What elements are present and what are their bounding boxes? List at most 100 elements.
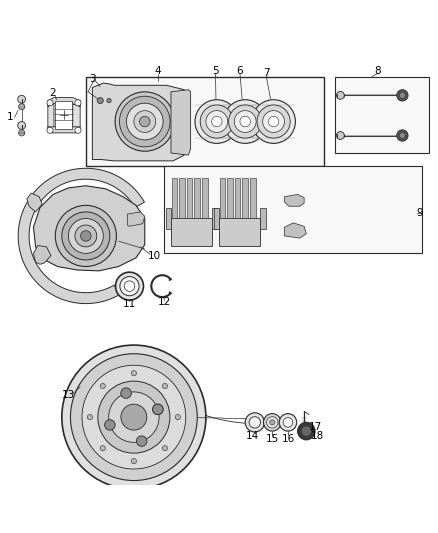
Circle shape bbox=[136, 436, 147, 446]
Polygon shape bbox=[214, 208, 219, 229]
Circle shape bbox=[301, 426, 311, 437]
Circle shape bbox=[120, 277, 139, 296]
Bar bbox=[86, 77, 324, 166]
Circle shape bbox=[18, 95, 25, 103]
Text: 11: 11 bbox=[123, 298, 136, 309]
Circle shape bbox=[397, 130, 408, 141]
Circle shape bbox=[263, 111, 285, 133]
Circle shape bbox=[279, 414, 297, 431]
Circle shape bbox=[283, 417, 293, 427]
Circle shape bbox=[336, 132, 344, 140]
Polygon shape bbox=[179, 178, 185, 219]
Circle shape bbox=[162, 446, 168, 451]
Circle shape bbox=[267, 417, 278, 428]
Circle shape bbox=[109, 392, 159, 442]
Polygon shape bbox=[73, 101, 80, 131]
Circle shape bbox=[152, 404, 163, 415]
Circle shape bbox=[121, 388, 131, 398]
Circle shape bbox=[397, 90, 408, 101]
Text: 1: 1 bbox=[7, 112, 14, 122]
Polygon shape bbox=[48, 101, 54, 131]
Circle shape bbox=[87, 415, 92, 420]
Circle shape bbox=[55, 205, 117, 266]
Circle shape bbox=[97, 98, 103, 103]
Circle shape bbox=[47, 127, 53, 133]
Circle shape bbox=[127, 103, 163, 140]
Polygon shape bbox=[48, 127, 80, 133]
Bar bbox=[55, 101, 72, 129]
Polygon shape bbox=[33, 185, 145, 271]
Text: 17: 17 bbox=[308, 422, 321, 432]
Circle shape bbox=[18, 103, 25, 110]
Circle shape bbox=[18, 122, 25, 130]
Polygon shape bbox=[285, 195, 304, 206]
Circle shape bbox=[100, 383, 106, 389]
Circle shape bbox=[336, 92, 344, 99]
Polygon shape bbox=[18, 168, 145, 304]
Circle shape bbox=[75, 225, 97, 247]
Circle shape bbox=[195, 100, 239, 143]
Circle shape bbox=[234, 111, 256, 133]
Text: 10: 10 bbox=[148, 252, 161, 262]
Polygon shape bbox=[220, 178, 226, 219]
Circle shape bbox=[115, 92, 174, 151]
Text: 13: 13 bbox=[62, 390, 75, 400]
Circle shape bbox=[82, 365, 186, 469]
Circle shape bbox=[245, 413, 265, 432]
Circle shape bbox=[134, 111, 155, 133]
Circle shape bbox=[399, 133, 406, 139]
Bar bbox=[335, 77, 428, 153]
Circle shape bbox=[47, 100, 53, 106]
Polygon shape bbox=[194, 178, 200, 219]
Text: 15: 15 bbox=[265, 433, 279, 443]
Circle shape bbox=[252, 100, 295, 143]
Circle shape bbox=[249, 417, 261, 428]
Circle shape bbox=[297, 422, 315, 440]
Polygon shape bbox=[219, 219, 261, 246]
Circle shape bbox=[223, 100, 267, 143]
Polygon shape bbox=[48, 98, 80, 107]
Text: 2: 2 bbox=[49, 88, 56, 98]
Circle shape bbox=[62, 212, 110, 260]
Text: 16: 16 bbox=[282, 433, 296, 443]
Circle shape bbox=[131, 370, 137, 376]
Circle shape bbox=[131, 458, 137, 464]
Text: 3: 3 bbox=[89, 74, 95, 84]
Polygon shape bbox=[187, 178, 192, 219]
Circle shape bbox=[120, 96, 170, 147]
Circle shape bbox=[264, 414, 281, 431]
Text: 9: 9 bbox=[417, 208, 423, 218]
Circle shape bbox=[399, 92, 406, 99]
Circle shape bbox=[257, 105, 290, 138]
Circle shape bbox=[81, 231, 91, 241]
Polygon shape bbox=[33, 246, 51, 264]
Polygon shape bbox=[212, 208, 218, 229]
Circle shape bbox=[75, 127, 81, 133]
Circle shape bbox=[71, 354, 197, 481]
Circle shape bbox=[268, 116, 279, 127]
Polygon shape bbox=[285, 223, 306, 238]
Circle shape bbox=[124, 281, 135, 292]
Text: 7: 7 bbox=[263, 68, 269, 78]
Circle shape bbox=[75, 100, 81, 106]
Text: 4: 4 bbox=[155, 66, 161, 76]
Circle shape bbox=[100, 446, 106, 451]
Polygon shape bbox=[242, 178, 248, 219]
Circle shape bbox=[121, 404, 147, 430]
Polygon shape bbox=[172, 178, 177, 219]
Polygon shape bbox=[235, 178, 240, 219]
Circle shape bbox=[68, 219, 103, 253]
Circle shape bbox=[162, 383, 168, 389]
Circle shape bbox=[18, 130, 25, 136]
Circle shape bbox=[212, 116, 222, 127]
Circle shape bbox=[116, 272, 144, 300]
Bar bbox=[164, 166, 422, 253]
Polygon shape bbox=[202, 178, 208, 219]
Circle shape bbox=[200, 105, 233, 138]
Text: 18: 18 bbox=[311, 431, 324, 441]
Polygon shape bbox=[250, 178, 256, 219]
Circle shape bbox=[229, 105, 262, 138]
Polygon shape bbox=[92, 83, 188, 161]
Circle shape bbox=[240, 116, 251, 127]
Polygon shape bbox=[27, 193, 42, 212]
